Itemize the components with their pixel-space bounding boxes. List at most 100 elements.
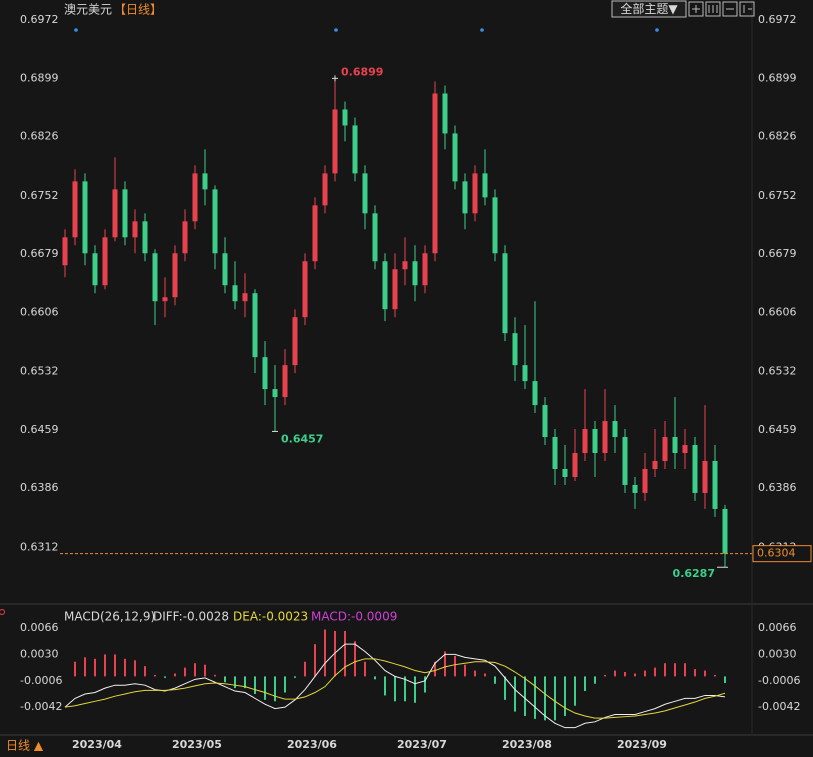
- y-tick-label-right: 0.6386: [758, 481, 797, 494]
- y-tick-label-left: 0.6752: [20, 189, 59, 202]
- y-tick-label-left: 0.0030: [20, 647, 59, 660]
- candle-body: [172, 253, 178, 298]
- candle-body: [212, 189, 218, 254]
- y-tick-label-right: 0.6679: [758, 247, 797, 260]
- candle-body: [472, 173, 478, 214]
- candle-body: [662, 437, 668, 461]
- x-tick-label: 2023/06: [287, 738, 337, 751]
- candle-body: [222, 253, 228, 286]
- candle-body: [92, 253, 98, 286]
- y-tick-label-left: 0.6899: [20, 71, 59, 84]
- toolbar-icons[interactable]: [688, 1, 755, 17]
- candle-body: [392, 269, 398, 310]
- candle-body: [382, 261, 388, 310]
- bottom-tab[interactable]: 日线 ▲: [6, 739, 44, 753]
- candle-body: [622, 437, 628, 485]
- candle-body: [132, 221, 138, 238]
- candle-body: [272, 389, 278, 398]
- y-tick-label-left: 0.6386: [20, 481, 59, 494]
- candle-body: [362, 173, 368, 214]
- candle-body: [152, 253, 158, 302]
- candle-body: [682, 445, 688, 454]
- candle-body: [572, 453, 578, 477]
- y-tick-label-left: 0.6679: [20, 247, 59, 260]
- candle-body: [322, 173, 328, 206]
- candle-body: [182, 221, 188, 254]
- last-price-box: [752, 545, 812, 563]
- candle-body: [612, 421, 618, 438]
- candle-body: [142, 221, 148, 254]
- dea-line: [64, 658, 726, 719]
- candle-body: [282, 365, 288, 398]
- macd-title: MACD(26,12,9): [64, 610, 155, 624]
- y-tick-label-left: 0.6972: [20, 13, 59, 26]
- candle-body: [552, 437, 558, 469]
- y-tick-label-right: 0.6826: [758, 130, 797, 143]
- candle-body: [412, 261, 418, 286]
- y-tick-label-left: 0.6532: [20, 365, 59, 378]
- diff-line: [64, 643, 726, 729]
- y-tick-label-right: -0.0042: [758, 700, 800, 713]
- x-tick-label: 2023/08: [502, 738, 552, 751]
- low-label: 0.6287: [673, 567, 715, 580]
- candle-body: [422, 253, 428, 286]
- x-tick-label: 2023/04: [72, 738, 122, 751]
- candle-body: [672, 437, 678, 454]
- y-tick-label-left: -0.0006: [20, 674, 62, 687]
- candle-body: [262, 357, 268, 390]
- candle-body: [712, 460, 718, 509]
- candle-body: [192, 173, 198, 222]
- candle-body: [532, 381, 538, 406]
- y-tick-label-right: 0.6532: [758, 365, 797, 378]
- candle-body: [372, 213, 378, 262]
- y-tick-label-right: 0.6899: [758, 71, 797, 84]
- candle-body: [642, 468, 648, 493]
- y-tick-label-left: 0.6826: [20, 130, 59, 143]
- candle-body: [162, 297, 168, 302]
- candle-body: [292, 317, 298, 366]
- candle-body: [202, 173, 208, 190]
- candle-body: [62, 237, 68, 266]
- theme-button-box[interactable]: [611, 0, 687, 18]
- theme-button[interactable]: 全部主题▼: [620, 1, 678, 16]
- candle-body: [462, 181, 468, 214]
- candle-body: [502, 253, 508, 334]
- y-tick-label-right: -0.0006: [758, 674, 800, 687]
- macd-legend: MACD:-0.0009: [311, 610, 397, 624]
- candle-body: [522, 365, 528, 382]
- candle-body: [102, 237, 108, 286]
- chart-title: 澳元美元: [64, 3, 112, 17]
- marker-dot: [0, 609, 5, 615]
- y-tick-label-left: 0.6606: [20, 305, 59, 318]
- candle-body: [252, 293, 258, 358]
- event-dots: [74, 28, 659, 32]
- x-tick-label: 2023/05: [172, 738, 222, 751]
- candle-body: [702, 460, 708, 493]
- y-tick-label-left: -0.0042: [20, 700, 62, 713]
- last-price-label: 0.6304: [757, 547, 796, 560]
- dea-legend: DEA:-0.0023: [233, 610, 308, 624]
- high-marker: [332, 75, 338, 82]
- candle-body: [542, 405, 548, 438]
- candle-body: [632, 484, 638, 493]
- y-tick-label-right: 0.0030: [758, 647, 797, 660]
- high-label: 0.6899: [341, 65, 383, 78]
- candle-body: [332, 109, 338, 174]
- candle-body: [452, 133, 458, 182]
- y-tick-label-right: 0.6606: [758, 305, 797, 318]
- y-tick-label-right: 0.6459: [758, 423, 797, 436]
- y-tick-label-left: 0.0066: [20, 621, 59, 634]
- x-tick-label: 2023/07: [397, 738, 447, 751]
- candle-body: [342, 109, 348, 126]
- candle-body: [82, 181, 88, 254]
- y-tick-label-right: 0.6972: [758, 13, 797, 26]
- candle-body: [562, 468, 568, 477]
- candle-body: [402, 261, 408, 270]
- candle-body: [722, 508, 728, 554]
- diff-legend: DIFF:-0.0028: [153, 610, 229, 624]
- candle-body: [432, 93, 438, 254]
- candle-body: [492, 197, 498, 254]
